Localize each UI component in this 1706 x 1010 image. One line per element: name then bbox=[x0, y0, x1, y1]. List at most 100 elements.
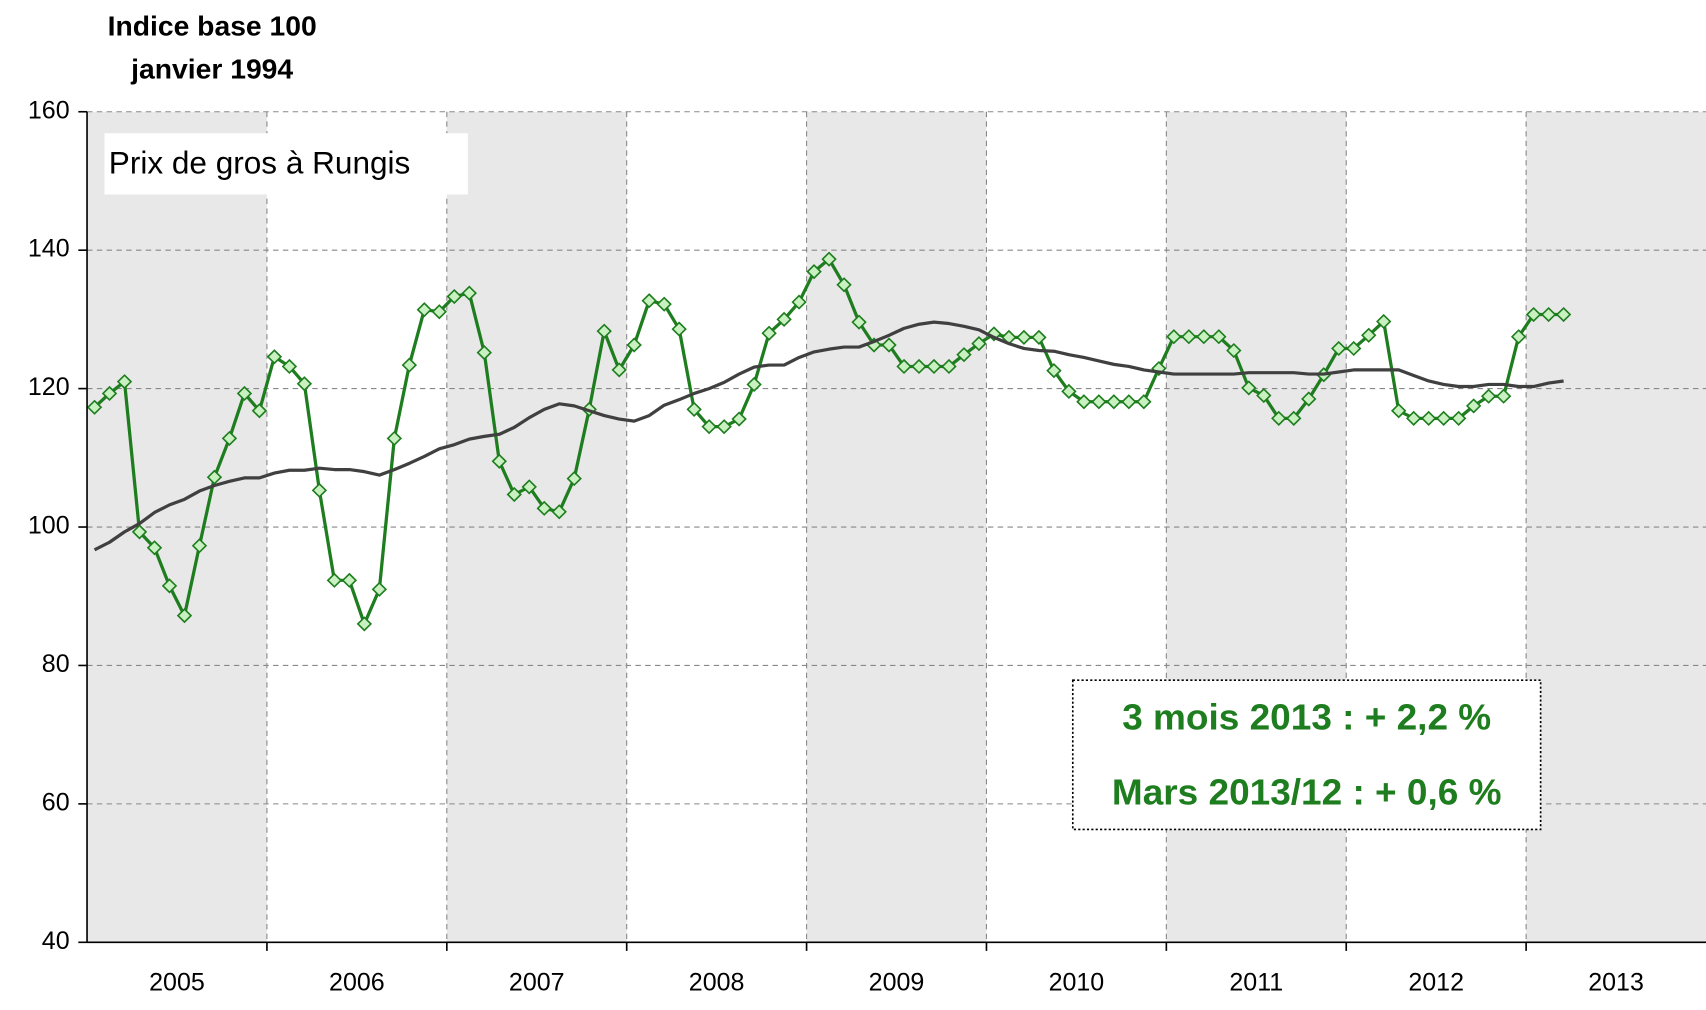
data-marker bbox=[596, 323, 612, 339]
data-marker bbox=[476, 345, 492, 361]
data-marker bbox=[1406, 410, 1422, 426]
y-tick-label: 40 bbox=[42, 927, 70, 955]
data-marker bbox=[1181, 329, 1197, 345]
data-marker bbox=[266, 349, 283, 365]
data-marker bbox=[1450, 410, 1467, 426]
data-marker bbox=[296, 376, 313, 392]
summary-line: Mars 2013/12 : + 0,6 % bbox=[1112, 772, 1502, 813]
data-marker bbox=[626, 337, 642, 353]
y-tick-label: 160 bbox=[28, 96, 70, 124]
data-marker bbox=[1061, 383, 1077, 399]
data-marker bbox=[791, 294, 807, 310]
data-marker bbox=[206, 469, 223, 485]
data-marker bbox=[341, 572, 358, 588]
data-marker bbox=[416, 302, 433, 318]
data-marker bbox=[1136, 394, 1152, 410]
x-tick-label: 2005 bbox=[149, 969, 205, 997]
data-marker bbox=[656, 296, 672, 312]
data-marker bbox=[1121, 394, 1137, 410]
data-marker bbox=[1091, 394, 1107, 410]
data-marker bbox=[806, 264, 822, 280]
data-marker bbox=[1271, 410, 1287, 426]
y-axis-title: janvier 1994 bbox=[130, 53, 293, 84]
data-marker bbox=[956, 347, 972, 363]
data-marker bbox=[1241, 380, 1257, 396]
data-marker bbox=[1016, 329, 1032, 345]
x-tick-label: 2012 bbox=[1408, 969, 1464, 997]
data-marker bbox=[116, 374, 133, 390]
data-marker bbox=[536, 500, 552, 516]
data-marker bbox=[521, 479, 537, 495]
data-marker bbox=[821, 251, 837, 267]
series-line bbox=[93, 320, 1564, 552]
x-tick-label: 2013 bbox=[1588, 969, 1644, 997]
data-marker bbox=[461, 285, 477, 301]
data-marker bbox=[1525, 306, 1542, 323]
data-marker bbox=[1211, 329, 1227, 345]
x-tick-label: 2007 bbox=[509, 969, 565, 997]
data-marker bbox=[431, 304, 447, 320]
data-marker bbox=[1361, 327, 1377, 343]
data-marker bbox=[131, 524, 148, 540]
data-marker bbox=[386, 430, 403, 447]
y-axis-title: Indice base 100 bbox=[108, 10, 317, 41]
data-marker bbox=[1346, 340, 1362, 357]
data-marker bbox=[761, 325, 777, 341]
data-marker bbox=[701, 419, 717, 435]
data-marker bbox=[1256, 387, 1272, 404]
data-marker bbox=[491, 453, 507, 469]
data-marker bbox=[1480, 388, 1497, 404]
annotation-box bbox=[104, 133, 468, 195]
data-marker bbox=[776, 311, 792, 327]
annotation: Prix de gros à Rungis bbox=[109, 146, 411, 181]
data-marker bbox=[1376, 313, 1392, 330]
y-tick-label: 80 bbox=[42, 650, 70, 678]
data-marker bbox=[1331, 340, 1347, 357]
data-marker bbox=[1465, 398, 1482, 414]
data-marker bbox=[401, 357, 418, 373]
data-marker bbox=[311, 482, 328, 498]
x-tick-label: 2010 bbox=[1049, 969, 1105, 997]
y-tick-label: 100 bbox=[28, 512, 70, 540]
summary-box bbox=[1071, 679, 1542, 831]
data-marker bbox=[191, 538, 208, 554]
data-marker bbox=[926, 358, 942, 375]
data-marker bbox=[971, 336, 987, 352]
data-marker bbox=[881, 337, 897, 353]
summary-line: 3 mois 2013 : + 2,2 % bbox=[1122, 697, 1491, 738]
data-marker bbox=[746, 376, 762, 393]
x-tick-label: 2008 bbox=[689, 969, 745, 997]
data-marker bbox=[1031, 329, 1047, 345]
data-marker bbox=[1166, 329, 1182, 345]
data-marker bbox=[371, 581, 388, 597]
data-marker bbox=[1495, 388, 1512, 404]
data-marker bbox=[611, 362, 627, 378]
data-marker bbox=[641, 293, 657, 309]
data-marker bbox=[236, 385, 253, 402]
data-marker bbox=[221, 430, 238, 447]
data-marker bbox=[356, 616, 373, 632]
data-marker bbox=[281, 358, 298, 375]
data-marker bbox=[1226, 342, 1242, 359]
data-marker bbox=[1046, 363, 1062, 379]
data-marker bbox=[1555, 306, 1572, 323]
data-marker bbox=[911, 358, 927, 375]
data-marker bbox=[1391, 403, 1407, 419]
data-marker bbox=[551, 504, 567, 520]
x-tick-label: 2011 bbox=[1229, 969, 1283, 997]
data-marker bbox=[1510, 329, 1527, 345]
data-marker bbox=[686, 401, 702, 417]
data-marker bbox=[836, 277, 852, 293]
y-tick-label: 60 bbox=[42, 789, 70, 817]
plot bbox=[86, 251, 1572, 632]
data-marker bbox=[1301, 391, 1317, 407]
data-marker bbox=[566, 470, 582, 487]
data-marker bbox=[506, 486, 522, 503]
data-marker bbox=[1196, 329, 1212, 345]
y-tick-label: 120 bbox=[28, 373, 70, 401]
data-marker bbox=[446, 288, 462, 305]
data-marker bbox=[86, 399, 103, 415]
data-marker bbox=[1540, 306, 1557, 323]
y-tick-label: 140 bbox=[28, 235, 70, 263]
